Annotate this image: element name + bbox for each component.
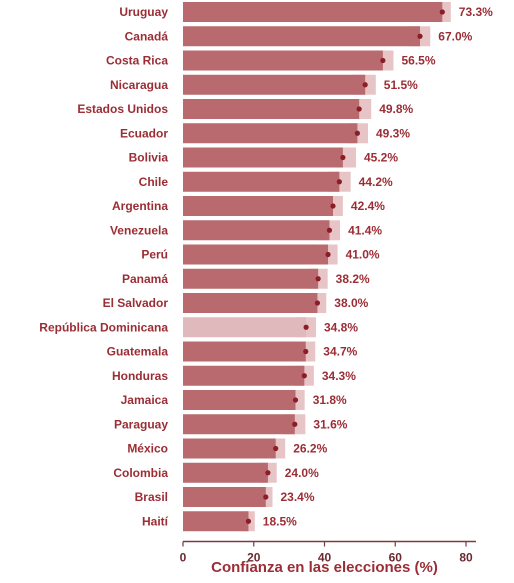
category-label: México xyxy=(127,442,168,456)
point-marker xyxy=(325,251,331,258)
bar xyxy=(183,462,268,483)
category-label: Uruguay xyxy=(119,5,168,19)
category-label: Venezuela xyxy=(110,223,168,237)
bar xyxy=(183,147,343,168)
bar xyxy=(183,74,366,95)
category-label: Paraguay xyxy=(114,417,168,431)
bar xyxy=(183,341,306,362)
category-label: El Salvador xyxy=(103,296,169,310)
value-label: 24.0% xyxy=(285,466,319,480)
value-label: 26.2% xyxy=(293,442,327,456)
point-marker xyxy=(263,494,269,500)
value-label: 34.3% xyxy=(322,369,356,383)
value-label: 38.0% xyxy=(334,296,368,310)
category-label: Jamaica xyxy=(121,393,169,407)
point-marker xyxy=(356,106,362,112)
value-label: 49.3% xyxy=(376,126,410,140)
category-label: Nicaragua xyxy=(110,78,168,92)
bar xyxy=(183,438,276,459)
category-label: Chile xyxy=(139,175,169,189)
x-tick-label: 80 xyxy=(459,551,473,565)
value-label: 34.7% xyxy=(323,345,357,359)
bar xyxy=(183,414,295,435)
value-label: 38.2% xyxy=(336,272,370,286)
point-marker xyxy=(380,57,386,64)
bar xyxy=(183,487,266,507)
category-label: Perú xyxy=(141,248,168,262)
value-label: 18.5% xyxy=(263,514,297,528)
x-tick-label: 0 xyxy=(180,551,187,565)
category-label: Argentina xyxy=(112,199,168,213)
bar xyxy=(183,317,307,338)
category-label: Estados Unidos xyxy=(77,102,168,116)
value-label: 41.0% xyxy=(346,248,380,262)
bar xyxy=(183,244,329,265)
value-label: 34.8% xyxy=(324,320,358,334)
value-label: 49.8% xyxy=(379,102,413,116)
point-marker xyxy=(245,518,252,524)
bar xyxy=(183,26,421,47)
point-marker xyxy=(303,324,309,330)
value-label: 31.6% xyxy=(313,417,347,431)
category-label: Colombia xyxy=(113,466,168,480)
value-label: 67.0% xyxy=(438,29,472,43)
point-marker xyxy=(301,373,307,379)
category-label: Guatemala xyxy=(107,345,169,359)
bar xyxy=(183,268,319,289)
bar xyxy=(183,50,383,71)
point-marker xyxy=(292,397,299,403)
category-label: Canadá xyxy=(125,29,169,43)
x-axis-title: Confianza en las elecciones (%) xyxy=(211,559,438,576)
bar xyxy=(183,365,305,386)
bar xyxy=(183,220,330,241)
point-marker xyxy=(273,445,279,452)
bar xyxy=(183,511,249,532)
value-label: 31.8% xyxy=(313,393,347,407)
value-label: 51.5% xyxy=(384,78,418,92)
point-marker xyxy=(314,300,321,306)
category-label: Panamá xyxy=(122,272,168,286)
category-label: Bolivia xyxy=(129,151,169,165)
point-marker xyxy=(439,9,445,15)
value-label: 23.4% xyxy=(280,490,314,504)
category-label: Brasil xyxy=(135,490,168,504)
category-label: Honduras xyxy=(112,369,168,383)
bar xyxy=(183,293,318,313)
point-marker xyxy=(315,276,321,282)
bar xyxy=(183,99,360,119)
value-label: 73.3% xyxy=(459,5,493,19)
bar xyxy=(183,390,296,410)
bar xyxy=(183,2,443,22)
value-label: 45.2% xyxy=(364,151,398,165)
category-label: Haití xyxy=(142,514,169,528)
x-tick-label: 60 xyxy=(389,551,403,565)
bar xyxy=(183,171,340,192)
bar xyxy=(183,123,358,144)
category-label: Costa Rica xyxy=(106,54,168,68)
value-label: 56.5% xyxy=(401,54,435,68)
x-tick-label: 40 xyxy=(318,551,332,565)
point-marker xyxy=(362,82,368,88)
point-marker xyxy=(303,348,309,355)
x-tick-label: 20 xyxy=(247,551,261,565)
point-marker xyxy=(326,227,333,233)
value-label: 41.4% xyxy=(348,223,382,237)
point-marker xyxy=(330,203,336,209)
point-marker xyxy=(265,470,271,476)
point-marker xyxy=(417,33,423,39)
point-marker xyxy=(336,179,342,185)
value-label: 42.4% xyxy=(351,199,385,213)
point-marker xyxy=(292,421,298,427)
value-label: 44.2% xyxy=(359,175,393,189)
point-marker xyxy=(354,130,360,136)
category-label: Ecuador xyxy=(120,126,168,140)
point-marker xyxy=(340,154,346,161)
bar xyxy=(183,196,333,216)
category-label: República Dominicana xyxy=(39,320,168,334)
